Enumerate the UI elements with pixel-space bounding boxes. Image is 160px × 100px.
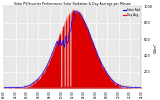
Title: Solar PV/Inverter Performance Solar Radiation & Day Average per Minute: Solar PV/Inverter Performance Solar Radi… xyxy=(14,2,131,6)
Legend: Solar Rad, Day Avg: Solar Rad, Day Avg xyxy=(122,8,140,17)
Y-axis label: W/m²: W/m² xyxy=(154,42,158,53)
